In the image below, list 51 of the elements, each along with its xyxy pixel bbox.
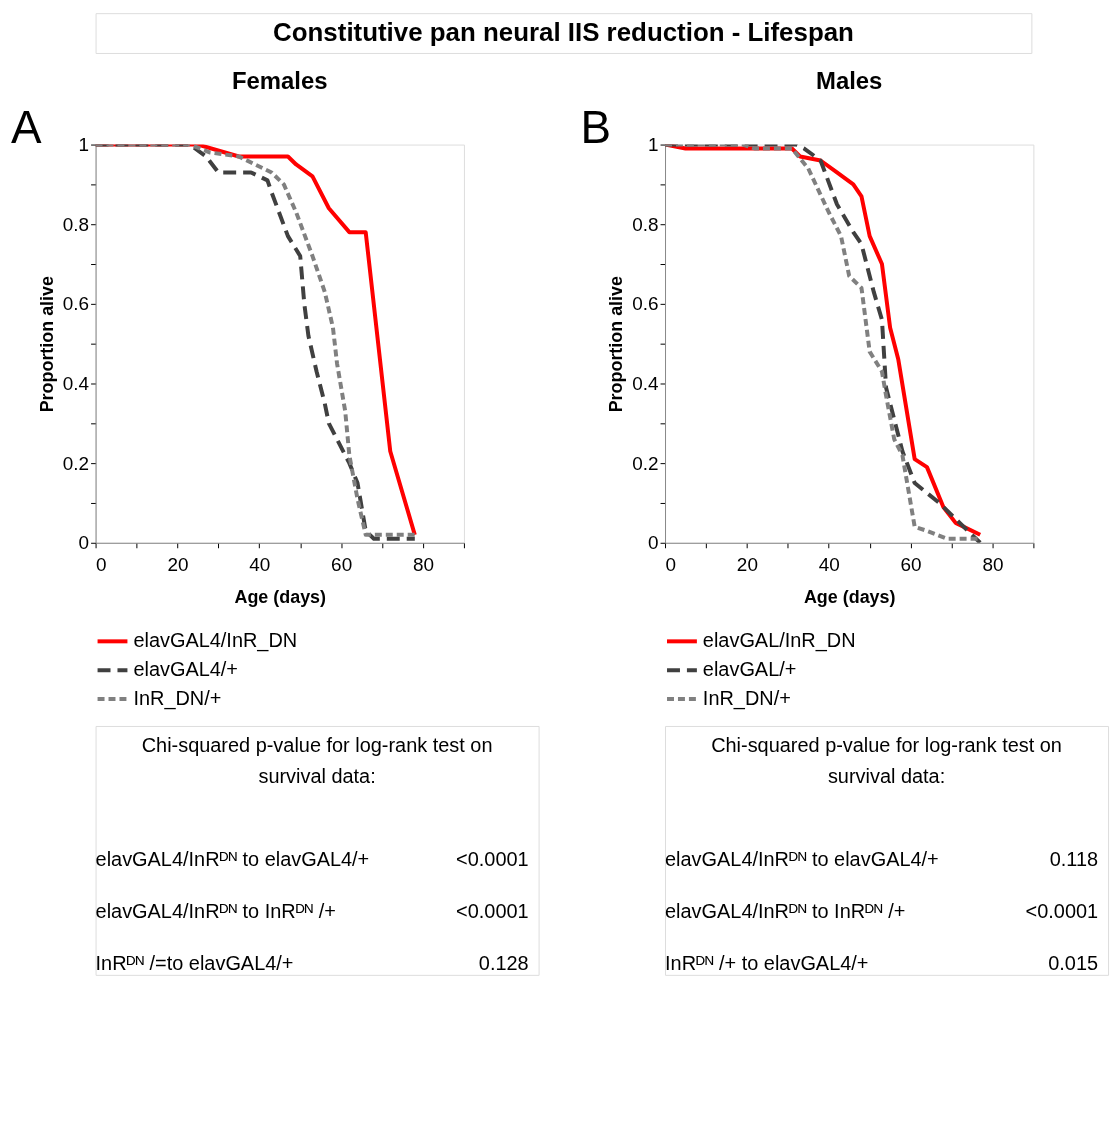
y-tick-label: 0.4 — [62, 372, 90, 394]
y-tick-label: 0 — [648, 532, 659, 554]
x-tick-label: 60 — [331, 554, 353, 576]
y-tick-label: 1 — [648, 134, 659, 156]
y-tick-label: 1 — [78, 134, 90, 156]
text: elavGAL4/InRᴰᴺ to elavGAL4/+ — [665, 848, 939, 871]
text: 0.128 — [478, 951, 529, 974]
text: elavGAL4/InRᴰᴺ to elavGAL4/+ — [95, 848, 370, 871]
y-tick-label: 0.6 — [62, 293, 90, 315]
x-axis-title: Age (days) — [234, 587, 327, 608]
legend-label: elavGAL/InR_DN — [702, 629, 856, 653]
legend-label: elavGAL4/+ — [133, 658, 238, 681]
text: B — [580, 101, 611, 153]
y-tick-label: 0.8 — [632, 213, 659, 235]
text: Constitutive pan neural IIS reduction - Lifespan — [273, 18, 854, 47]
legend-label: elavGAL/+ — [702, 658, 797, 681]
chart-title: Females — [231, 66, 328, 94]
x-tick-label: 20 — [736, 554, 758, 576]
x-tick-label: 40 — [249, 554, 271, 576]
y-tick-label: 0.6 — [632, 293, 659, 315]
y-tick-label: 0 — [78, 532, 90, 554]
text: 0.118 — [1049, 848, 1099, 871]
text: Chi-squared p-value for log-rank test on survival data: — [711, 733, 1062, 787]
x-axis-title: Age (days) — [803, 587, 896, 608]
y-axis-title: Proportion alive — [36, 275, 57, 413]
x-tick-label: 0 — [665, 554, 677, 576]
text: 0.015 — [1048, 951, 1099, 974]
x-tick-label: 0 — [96, 554, 107, 576]
legend-label: InR_DN/+ — [702, 687, 791, 711]
x-tick-label: 20 — [167, 554, 189, 576]
y-tick-label: 0.8 — [62, 213, 90, 235]
text: InRᴰᴺ /+ to elavGAL4/+ — [665, 951, 869, 974]
y-tick-label: 0.2 — [62, 452, 90, 474]
text: elavGAL4/InRᴰᴺ to InRᴰᴺ /+ — [95, 900, 336, 923]
x-tick-label: 80 — [982, 554, 1004, 576]
text: <0.0001 — [1025, 900, 1099, 923]
legend-label: InR_DN/+ — [133, 687, 222, 711]
y-tick-label: 0.2 — [632, 452, 659, 474]
text: <0.0001 — [456, 900, 529, 923]
x-tick-label: 40 — [818, 554, 840, 576]
text: elavGAL4/InRᴰᴺ to InRᴰᴺ /+ — [665, 900, 906, 923]
text: InRᴰᴺ /=to elavGAL4/+ — [95, 951, 294, 974]
y-tick-label: 0.4 — [632, 372, 659, 394]
x-tick-label: 60 — [900, 554, 922, 576]
text: Chi-squared p-value for log-rank test on survival data: — [141, 733, 493, 787]
x-tick-label: 80 — [412, 554, 435, 576]
text: A — [10, 101, 42, 153]
text: <0.0001 — [456, 848, 529, 871]
y-axis-title: Proportion alive — [606, 275, 627, 413]
chart-title: Males — [816, 66, 883, 94]
legend-label: elavGAL4/InR_DN — [133, 629, 298, 653]
